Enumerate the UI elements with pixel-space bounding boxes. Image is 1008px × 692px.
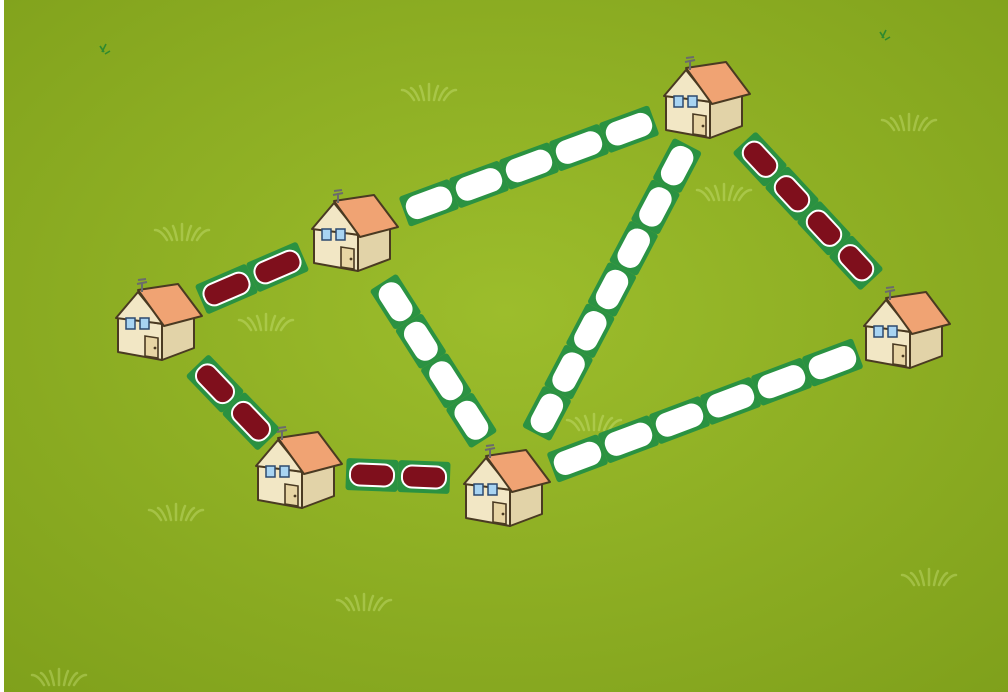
sprout xyxy=(879,29,891,41)
house-icon-a[interactable] xyxy=(115,278,203,361)
road-open-c-e[interactable] xyxy=(522,138,702,442)
house-icon-e[interactable] xyxy=(463,444,551,527)
road-segment xyxy=(649,396,710,444)
road-segment xyxy=(399,179,459,227)
road-segment xyxy=(421,353,472,408)
road-segment xyxy=(598,415,659,463)
grass-tuft xyxy=(565,412,623,432)
road-claimed-a-d[interactable] xyxy=(185,354,280,451)
road-segment xyxy=(631,179,680,234)
grass-tuft xyxy=(900,567,958,587)
road-segment xyxy=(370,274,421,329)
grass-tuft xyxy=(237,312,295,332)
grass-field xyxy=(4,0,1008,692)
road-segment xyxy=(395,314,446,369)
road-segment xyxy=(246,242,309,292)
road-segment xyxy=(653,138,702,193)
road-segment xyxy=(829,235,883,290)
road-claimed-c-f[interactable] xyxy=(732,131,883,291)
house-icon-b[interactable] xyxy=(311,189,399,272)
road-claimed-a-b[interactable] xyxy=(195,241,310,314)
road-segment xyxy=(547,434,608,483)
road-segment xyxy=(566,303,615,358)
grass-tuft xyxy=(335,592,393,612)
road-segment xyxy=(700,377,761,425)
road-segment xyxy=(446,393,497,448)
grass-tuft xyxy=(400,82,458,102)
road-segment xyxy=(549,124,609,171)
house-icon-d[interactable] xyxy=(255,426,343,509)
road-claimed-d-e[interactable] xyxy=(345,458,451,494)
road-segment xyxy=(345,458,399,492)
road-segment xyxy=(599,105,659,153)
road-segment xyxy=(797,201,851,256)
road-segment xyxy=(522,386,571,441)
road-segment xyxy=(195,264,258,314)
road-segment xyxy=(544,345,593,400)
grass-tuft xyxy=(153,222,211,242)
road-segment xyxy=(499,142,559,190)
grass-tuft xyxy=(30,667,88,687)
grass-tuft xyxy=(695,182,753,202)
road-segment xyxy=(449,161,509,208)
road-segment xyxy=(733,132,787,187)
road-segment xyxy=(222,392,280,450)
house-layer xyxy=(115,56,951,527)
house-icon-f[interactable] xyxy=(863,286,951,369)
road-segment xyxy=(609,221,658,276)
road-segment xyxy=(802,338,863,387)
road-open-b-c[interactable] xyxy=(398,105,659,227)
grass-decorations xyxy=(30,29,958,687)
grass-tuft xyxy=(880,112,938,132)
house-icon-c[interactable] xyxy=(663,56,751,139)
road-open-e-f[interactable] xyxy=(546,338,863,483)
road-segment xyxy=(765,166,819,221)
road-open-b-e[interactable] xyxy=(370,273,498,448)
road-segment xyxy=(397,460,451,494)
road-segment xyxy=(751,358,812,406)
sprout xyxy=(99,43,111,55)
road-network xyxy=(185,105,883,494)
grass-tuft xyxy=(147,502,205,522)
game-board xyxy=(4,0,1008,692)
road-segment xyxy=(588,262,636,317)
road-segment xyxy=(186,355,244,413)
